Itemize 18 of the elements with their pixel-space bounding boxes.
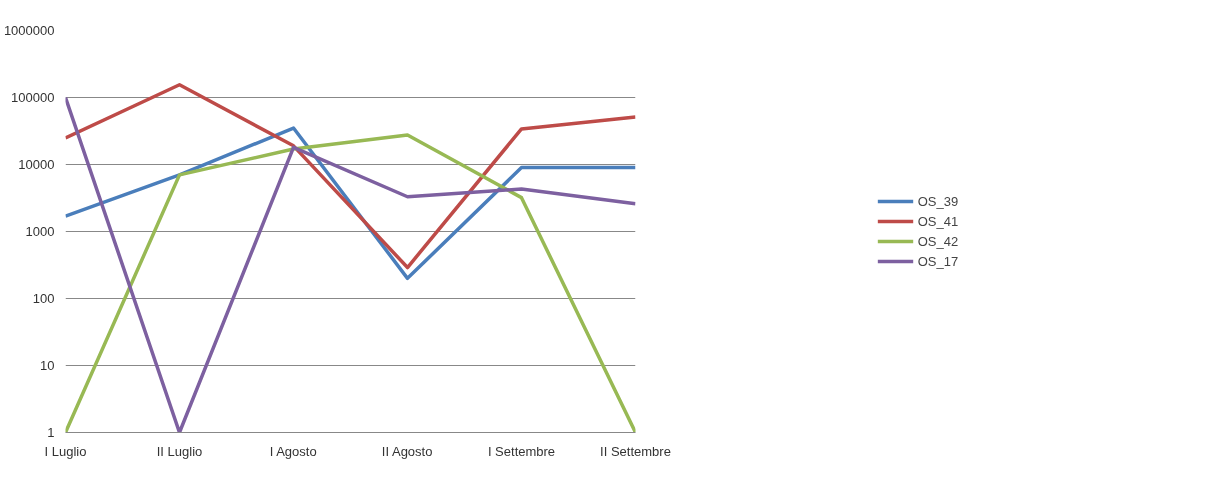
y-tick-label: 10000 [18, 157, 55, 172]
legend-label: OS_41 [917, 213, 959, 229]
x-tick-label: I Luglio [44, 443, 87, 459]
y-tick-label: 10 [40, 358, 55, 373]
x-tick-label: II Luglio [156, 443, 203, 459]
x-tick-label: II Settembre [600, 443, 671, 459]
y-tick-label: 1000 [25, 224, 55, 239]
legend-label: OS_39 [917, 193, 959, 209]
legend-label: OS_17 [917, 253, 959, 269]
legend-label: OS_42 [917, 233, 959, 249]
y-tick-label: 100000 [11, 90, 55, 105]
x-tick-label: I Settembre [487, 443, 556, 459]
line-series [65, 83, 636, 270]
y-tick-label: 100 [32, 291, 55, 306]
y-tick-label: 1 [47, 425, 55, 440]
y-tick-label: 1000000 [3, 23, 55, 38]
x-tick-label: I Agosto [269, 443, 317, 459]
x-tick-label: II Agosto [381, 443, 433, 459]
